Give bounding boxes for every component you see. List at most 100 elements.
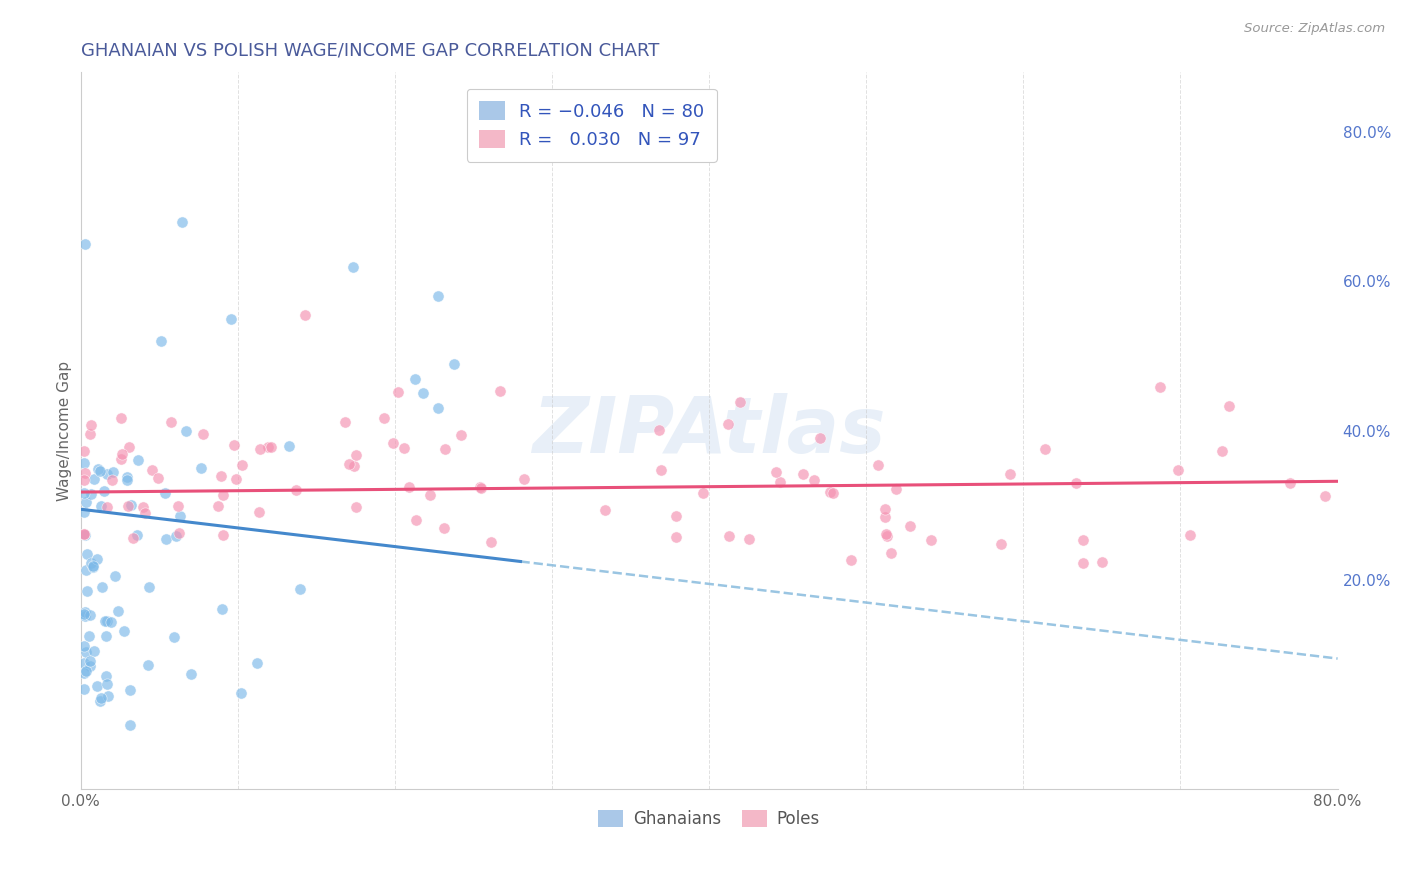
Point bbox=[387, 385, 409, 400]
Point bbox=[75, 564, 97, 578]
Point bbox=[117, 499, 139, 513]
Point bbox=[89, 694, 111, 708]
Point bbox=[730, 395, 752, 409]
Point bbox=[120, 683, 142, 698]
Point bbox=[82, 559, 104, 574]
Point bbox=[94, 614, 117, 628]
Point bbox=[839, 553, 862, 567]
Point bbox=[77, 629, 100, 643]
Point bbox=[1218, 399, 1240, 413]
Point bbox=[83, 473, 105, 487]
Point bbox=[190, 461, 212, 475]
Point bbox=[96, 467, 118, 481]
Point bbox=[489, 384, 512, 399]
Point bbox=[337, 457, 360, 471]
Point bbox=[207, 500, 229, 514]
Point bbox=[150, 334, 173, 349]
Point bbox=[211, 602, 233, 616]
Point bbox=[86, 552, 108, 566]
Point bbox=[427, 289, 450, 303]
Point bbox=[115, 473, 138, 487]
Point bbox=[222, 438, 245, 452]
Point bbox=[247, 505, 270, 519]
Point bbox=[86, 679, 108, 693]
Y-axis label: Wage/Income Gap: Wage/Income Gap bbox=[58, 360, 72, 501]
Point bbox=[434, 442, 457, 457]
Point bbox=[249, 442, 271, 457]
Legend: Ghanaians, Poles: Ghanaians, Poles bbox=[592, 803, 827, 835]
Point bbox=[920, 533, 942, 548]
Text: ZIPAtlas: ZIPAtlas bbox=[533, 392, 886, 469]
Point bbox=[342, 260, 364, 274]
Point bbox=[343, 458, 366, 473]
Point bbox=[260, 440, 283, 454]
Point bbox=[765, 465, 787, 479]
Point bbox=[83, 644, 105, 658]
Point bbox=[72, 666, 94, 681]
Point bbox=[650, 463, 672, 477]
Point bbox=[692, 486, 714, 500]
Point bbox=[160, 415, 183, 429]
Point bbox=[72, 505, 94, 519]
Point bbox=[479, 535, 502, 549]
Point bbox=[382, 435, 405, 450]
Point bbox=[107, 604, 129, 618]
Point bbox=[1167, 463, 1189, 477]
Point bbox=[344, 500, 367, 514]
Point bbox=[72, 443, 94, 458]
Point bbox=[285, 483, 308, 497]
Point bbox=[79, 654, 101, 668]
Point bbox=[433, 521, 456, 535]
Point bbox=[803, 473, 825, 487]
Point bbox=[75, 608, 97, 623]
Point bbox=[93, 483, 115, 498]
Point bbox=[111, 447, 134, 461]
Point bbox=[717, 417, 740, 431]
Point bbox=[344, 448, 367, 462]
Point bbox=[80, 487, 103, 501]
Point bbox=[163, 631, 186, 645]
Point bbox=[769, 475, 792, 489]
Point bbox=[169, 526, 191, 541]
Point bbox=[808, 431, 831, 445]
Point bbox=[141, 463, 163, 477]
Point bbox=[404, 371, 426, 385]
Point bbox=[219, 311, 242, 326]
Point bbox=[191, 426, 214, 441]
Point bbox=[110, 452, 132, 467]
Point bbox=[821, 485, 844, 500]
Point bbox=[1313, 489, 1336, 503]
Point bbox=[665, 509, 688, 524]
Point bbox=[96, 669, 118, 683]
Point bbox=[72, 473, 94, 487]
Point bbox=[146, 471, 169, 485]
Point bbox=[80, 418, 103, 433]
Point bbox=[72, 527, 94, 541]
Point bbox=[72, 639, 94, 653]
Point bbox=[820, 485, 842, 500]
Point bbox=[73, 528, 96, 542]
Point bbox=[90, 499, 112, 513]
Point bbox=[138, 580, 160, 594]
Point bbox=[212, 528, 235, 542]
Point bbox=[75, 645, 97, 659]
Point bbox=[426, 401, 449, 416]
Point bbox=[174, 424, 197, 438]
Point bbox=[231, 458, 253, 473]
Point bbox=[72, 681, 94, 696]
Point bbox=[73, 527, 96, 541]
Point bbox=[166, 499, 188, 513]
Point bbox=[512, 472, 534, 486]
Point bbox=[225, 472, 247, 486]
Point bbox=[100, 615, 122, 629]
Point bbox=[79, 607, 101, 622]
Point bbox=[127, 528, 149, 542]
Point bbox=[998, 467, 1021, 482]
Point bbox=[96, 614, 118, 628]
Point bbox=[333, 415, 356, 429]
Point bbox=[97, 689, 120, 703]
Point bbox=[990, 537, 1012, 551]
Point bbox=[72, 656, 94, 670]
Point bbox=[880, 546, 903, 560]
Point bbox=[875, 527, 897, 541]
